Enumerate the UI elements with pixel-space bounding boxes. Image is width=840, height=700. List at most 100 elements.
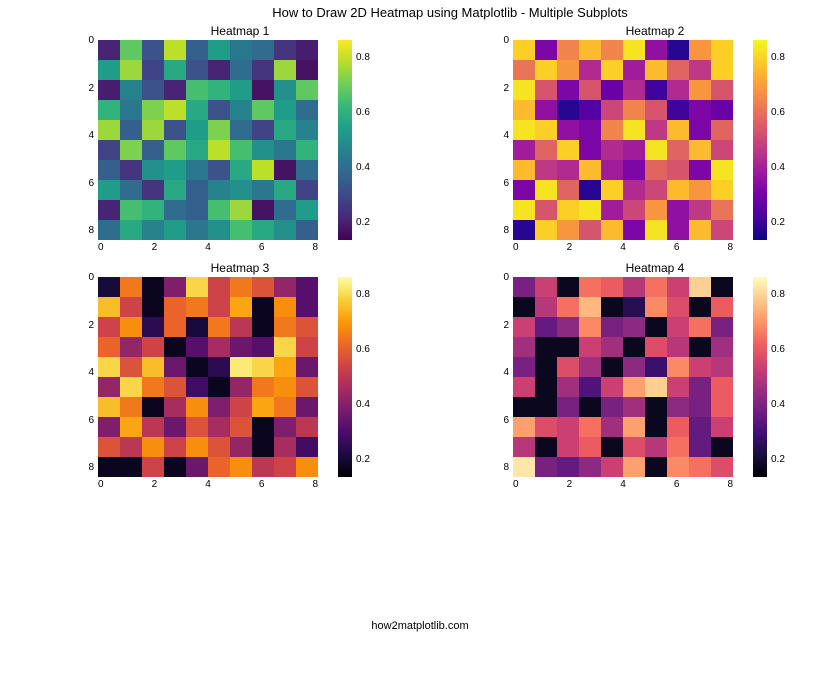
heatmap-cell [535,397,557,417]
heatmap-cell [557,100,579,120]
subplot-2-title: Heatmap 2 [495,24,815,38]
heatmap-cell [689,297,711,317]
heatmap-cell [601,317,623,337]
heatmap-cell [120,357,142,377]
heatmap-cell [535,277,557,297]
heatmap-cell [645,417,667,437]
heatmap-cell [557,220,579,240]
heatmap-cell [120,437,142,457]
heatmap-cell [645,120,667,140]
heatmap-cell [296,277,318,297]
heatmap-cell [579,100,601,120]
heatmap-cell [557,80,579,100]
heatmap-cell [557,140,579,160]
heatmap-cell [252,180,274,200]
heatmap-cell [252,40,274,60]
heatmap-cell [274,397,296,417]
heatmap-cell [557,180,579,200]
heatmap-cell [623,220,645,240]
heatmap-cell [689,160,711,180]
colorbar-4: 0.80.60.40.2 [753,277,785,477]
heatmap-cell [513,357,535,377]
heatmap-cell [186,160,208,180]
heatmap-cell [645,297,667,317]
heatmap-cell [579,397,601,417]
ytick-label: 4 [80,368,94,378]
heatmap-cell [535,317,557,337]
heatmap-cell [252,60,274,80]
heatmap-cell [711,100,733,120]
heatmap-cell [208,457,230,477]
heatmap-cell [208,377,230,397]
heatmap-cell [579,377,601,397]
heatmap-cell [208,437,230,457]
subplot-1-row: 02468 0.80.60.40.2 [80,40,400,240]
heatmap-cell [689,140,711,160]
heatmap-cell [557,337,579,357]
heatmap-cell [120,317,142,337]
heatmap-cell [164,457,186,477]
xtick-label: 0 [98,479,104,490]
heatmap-cell [601,220,623,240]
heatmap-cell [623,60,645,80]
subplot-1: Heatmap 1 02468 0.80.60.40.2 02468 [80,24,400,253]
heatmap-cell [579,277,601,297]
heatmap-cell [296,140,318,160]
heatmap-cell [623,120,645,140]
heatmap-cell [252,220,274,240]
subplot-3-title: Heatmap 3 [80,261,400,275]
heatmap-cell [557,297,579,317]
heatmap-4 [513,277,733,477]
heatmap-cell [186,297,208,317]
ytick-label: 6 [495,416,509,426]
heatmap-cell [513,417,535,437]
heatmap-cell [557,160,579,180]
heatmap-cell [252,80,274,100]
xtick-label: 4 [205,479,211,490]
heatmap-cell [557,317,579,337]
heatmap-cell [230,377,252,397]
heatmap-cell [601,357,623,377]
heatmap-cell [164,317,186,337]
heatmap-cell [142,220,164,240]
xtick-label: 4 [620,242,626,253]
heatmap-cell [711,40,733,60]
heatmap-cell [623,317,645,337]
heatmap-cell [601,297,623,317]
heatmap-cell [98,180,120,200]
heatmap-cell [513,100,535,120]
heatmap-cell [208,220,230,240]
heatmap-cell [120,397,142,417]
heatmap-cell [689,457,711,477]
heatmap-cell [667,277,689,297]
heatmap-cell [274,220,296,240]
figure-suptitle: How to Draw 2D Heatmap using Matplotlib … [80,5,820,20]
heatmap-cell [711,297,733,317]
heatmap-cell [645,140,667,160]
colorbar-tick: 0.2 [771,454,785,465]
heatmap-cell [535,180,557,200]
heatmap-cell [120,160,142,180]
heatmap-cell [142,60,164,80]
xtick-label: 2 [567,479,573,490]
heatmap-cell [557,40,579,60]
ytick-label: 8 [495,463,509,473]
heatmap-cell [120,180,142,200]
heatmap-cell [623,140,645,160]
heatmap-cell [535,457,557,477]
heatmap-cell [120,120,142,140]
heatmap-cell [208,297,230,317]
heatmap-cell [208,200,230,220]
heatmap-cell [142,200,164,220]
heatmap-cell [535,297,557,317]
heatmap-cell [645,220,667,240]
heatmap-cell [164,297,186,317]
heatmap-cell [142,457,164,477]
subplot-1-yticks: 02468 [80,40,98,240]
xtick-label: 8 [727,242,733,253]
heatmap-cell [667,40,689,60]
heatmap-cell [711,200,733,220]
subplot-2-row: 02468 0.80.60.40.2 [495,40,815,240]
heatmap-cell [689,200,711,220]
heatmap-cell [98,200,120,220]
